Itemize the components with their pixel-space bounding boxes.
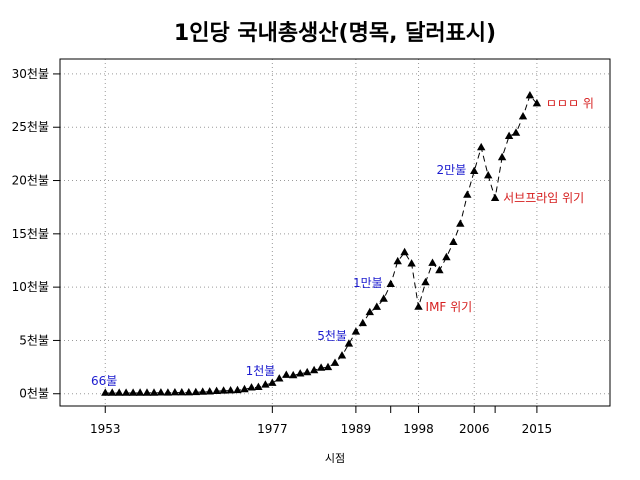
x-axis-label: 시점 <box>325 452 345 465</box>
annotation-label: 1천불 <box>246 363 276 378</box>
data-point-1953 <box>101 388 110 396</box>
annotation-label: 66불 <box>91 374 117 388</box>
data-point-1994 <box>386 279 395 287</box>
data-point-1967 <box>198 387 207 395</box>
plot-frame <box>59 58 611 407</box>
y-tick-label: 20천불 <box>12 173 49 188</box>
data-point-1964 <box>177 388 186 396</box>
data-point-1983 <box>309 365 319 374</box>
series-path <box>105 94 538 394</box>
data-point-1963 <box>170 388 180 396</box>
data-point-1955 <box>115 388 124 396</box>
data-point-1997 <box>407 259 416 267</box>
chart-title: 1인당 국내총생산(명목, 달러표시) <box>174 21 496 46</box>
data-point-1956 <box>121 388 131 396</box>
data-point-2003 <box>449 237 458 245</box>
data-point-1969 <box>212 386 221 394</box>
data-point-2012 <box>511 128 521 136</box>
data-point-2011 <box>504 131 514 139</box>
data-point-1982 <box>303 367 312 376</box>
y-tick-label: 25천불 <box>12 119 49 134</box>
data-point-2001 <box>435 265 444 274</box>
data-point-1959 <box>142 388 152 396</box>
data-point-1966 <box>191 387 200 396</box>
data-point-1971 <box>226 386 235 394</box>
data-point-1965 <box>184 388 193 396</box>
data-point-1984 <box>316 363 326 371</box>
data-point-1974 <box>247 383 256 391</box>
data-point-1993 <box>379 294 388 302</box>
x-tick-label: 1977 <box>257 422 288 436</box>
data-point-1991 <box>365 307 374 316</box>
data-point-2004 <box>456 219 465 227</box>
grid-lines <box>60 59 610 406</box>
data-point-1977 <box>268 378 277 386</box>
data-point-1981 <box>296 369 305 377</box>
data-point-2002 <box>442 252 451 261</box>
data-point-2007 <box>477 142 486 151</box>
data-point-1987 <box>337 351 347 359</box>
annotations: 66불 1천불 5천불 1만불 2만불 IMF 위기 서브프라임 위기 ㅁㅁㅁ 위 <box>91 97 594 388</box>
data-points <box>101 91 542 396</box>
x-tick-label: 1989 <box>341 422 372 436</box>
data-point-1996 <box>400 247 409 256</box>
x-tick-label: 2015 <box>522 422 553 436</box>
data-point-1999 <box>421 277 430 286</box>
data-point-1990 <box>358 318 367 327</box>
data-point-1980 <box>289 370 298 379</box>
y-tick-label: 15천불 <box>12 226 49 241</box>
data-point-1954 <box>108 388 117 396</box>
data-point-2013 <box>518 112 528 120</box>
data-point-1970 <box>219 386 228 394</box>
data-point-2000 <box>428 258 437 266</box>
data-point-1960 <box>149 388 159 396</box>
data-point-1958 <box>135 388 145 396</box>
data-point-1979 <box>282 370 291 378</box>
axes: 1953 1977 1989 1998 2006 2015 0천불 5천불 10천불 15천불 20… <box>12 66 553 436</box>
data-point-1972 <box>233 385 242 394</box>
data-point-1973 <box>240 384 249 393</box>
data-point-1989 <box>351 327 361 335</box>
data-point-1968 <box>205 387 214 395</box>
data-point-2014 <box>525 91 535 99</box>
annotation-label: IMF 위기 <box>426 300 473 314</box>
x-tick-label: 1953 <box>90 422 121 436</box>
data-point-1998 <box>414 302 423 310</box>
data-point-1962 <box>163 388 173 396</box>
y-tick-label: 0천불 <box>19 386 49 401</box>
data-point-2009 <box>490 193 500 201</box>
x-tick-label: 1998 <box>403 422 434 436</box>
annotation-label: 서브프라임 위기 <box>503 191 584 205</box>
data-point-1976 <box>261 380 270 388</box>
annotation-label: ㅁㅁㅁ 위 <box>546 97 594 111</box>
data-point-1985 <box>323 362 333 371</box>
data-point-1961 <box>156 388 166 396</box>
series-line <box>105 94 538 394</box>
data-point-2015 <box>532 99 542 107</box>
data-point-2008 <box>484 171 493 179</box>
data-point-2005 <box>463 190 472 198</box>
data-point-1978 <box>275 374 284 382</box>
y-tick-label: 10천불 <box>12 279 49 294</box>
data-point-2010 <box>497 152 507 161</box>
data-point-1992 <box>372 302 381 310</box>
data-point-1988 <box>344 339 354 347</box>
data-point-1975 <box>254 382 263 390</box>
x-tick-label: 2006 <box>459 422 490 436</box>
data-point-2006 <box>470 166 479 174</box>
annotation-label: 5천불 <box>317 328 347 343</box>
annotation-label: 1만불 <box>353 276 383 290</box>
data-point-1995 <box>393 256 402 265</box>
data-point-1986 <box>330 358 340 366</box>
data-point-1957 <box>128 388 138 396</box>
y-tick-label: 5천불 <box>19 332 49 347</box>
y-tick-label: 30천불 <box>12 66 49 81</box>
annotation-label: 2만불 <box>437 163 467 177</box>
